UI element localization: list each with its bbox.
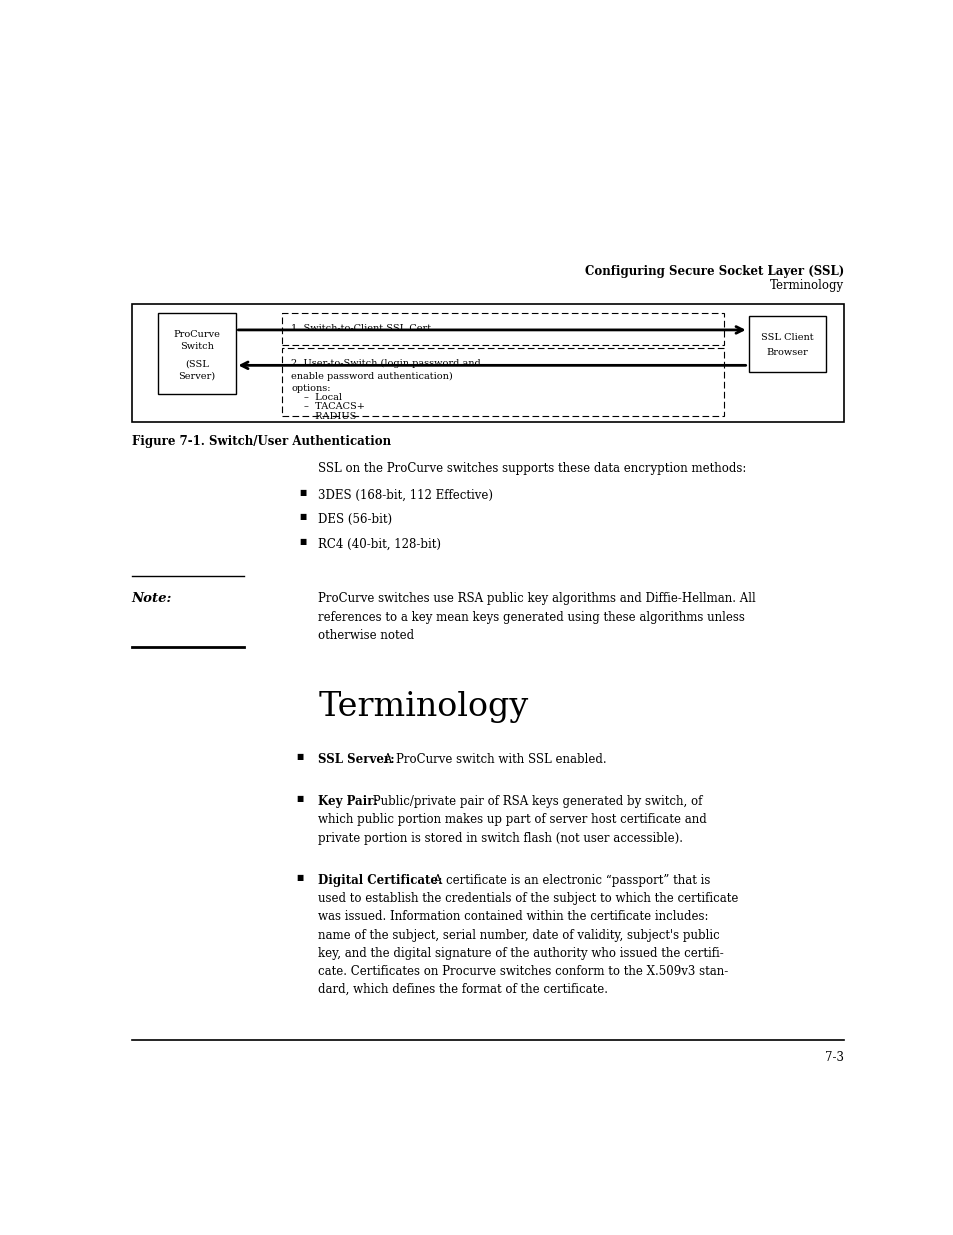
Text: SSL on the ProCurve switches supports these data encryption methods:: SSL on the ProCurve switches supports th… <box>318 462 746 475</box>
Text: private portion is stored in switch flash (not user accessible).: private portion is stored in switch flas… <box>318 831 682 845</box>
Text: ■: ■ <box>296 874 304 882</box>
Text: RC4 (40-bit, 128-bit): RC4 (40-bit, 128-bit) <box>318 537 441 551</box>
Text: (SSL: (SSL <box>185 359 209 368</box>
Text: references to a key mean keys generated using these algorithms unless: references to a key mean keys generated … <box>318 610 744 624</box>
Text: SSL Client: SSL Client <box>760 333 813 342</box>
Text: was issued. Information contained within the certificate includes:: was issued. Information contained within… <box>318 910 708 924</box>
Text: 7-3: 7-3 <box>824 1051 843 1063</box>
Bar <box>282 312 723 346</box>
Text: used to establish the credentials of the subject to which the certificate: used to establish the credentials of the… <box>318 893 738 905</box>
Text: enable password authentication): enable password authentication) <box>291 372 453 380</box>
Bar <box>132 304 843 421</box>
Text: 2. User-to-Switch (login password and: 2. User-to-Switch (login password and <box>291 359 480 368</box>
Text: ■: ■ <box>298 489 306 496</box>
Text: ProCurve: ProCurve <box>173 330 220 338</box>
Text: ■: ■ <box>298 537 306 546</box>
Bar <box>748 316 825 372</box>
Text: DES (56-bit): DES (56-bit) <box>318 514 392 526</box>
Text: otherwise noted: otherwise noted <box>318 629 415 642</box>
Text: cate. Certificates on Procurve switches conform to the X.509v3 stan-: cate. Certificates on Procurve switches … <box>318 965 728 978</box>
Text: Terminology: Terminology <box>318 692 528 722</box>
Text: Switch: Switch <box>179 342 213 351</box>
Text: Public/private pair of RSA keys generated by switch, of: Public/private pair of RSA keys generate… <box>368 795 701 809</box>
Bar <box>158 312 235 394</box>
Text: Server): Server) <box>178 372 215 380</box>
Text: ■: ■ <box>298 514 306 521</box>
Text: ■: ■ <box>296 752 304 761</box>
Text: Terminology: Terminology <box>769 279 843 293</box>
Text: Browser: Browser <box>765 348 807 357</box>
Text: Configuring Secure Socket Layer (SSL): Configuring Secure Socket Layer (SSL) <box>584 266 843 278</box>
Text: key, and the digital signature of the authority who issued the certifi-: key, and the digital signature of the au… <box>318 947 723 960</box>
Text: 1. Switch-to-Client SSL Cert.: 1. Switch-to-Client SSL Cert. <box>291 324 435 332</box>
Text: dard, which defines the format of the certificate.: dard, which defines the format of the ce… <box>318 983 608 995</box>
Text: SSL Server:: SSL Server: <box>318 752 395 766</box>
Bar <box>282 348 723 416</box>
Text: –  RADIUS: – RADIUS <box>303 411 355 421</box>
Text: A ProCurve switch with SSL enabled.: A ProCurve switch with SSL enabled. <box>379 752 606 766</box>
Text: A certificate is an electronic “passport” that is: A certificate is an electronic “passport… <box>430 874 710 887</box>
Text: –  Local: – Local <box>303 393 341 403</box>
Text: Figure 7-1. Switch/User Authentication: Figure 7-1. Switch/User Authentication <box>132 435 391 447</box>
Text: Note:: Note: <box>132 593 172 605</box>
Text: ■: ■ <box>296 795 304 804</box>
Text: options:: options: <box>291 384 331 393</box>
Text: name of the subject, serial number, date of validity, subject's public: name of the subject, serial number, date… <box>318 929 720 941</box>
Text: Key Pair:: Key Pair: <box>318 795 378 809</box>
Text: Digital Certificate:: Digital Certificate: <box>318 874 442 887</box>
Text: –  TACACS+: – TACACS+ <box>303 403 364 411</box>
Text: 3DES (168-bit, 112 Effective): 3DES (168-bit, 112 Effective) <box>318 489 493 501</box>
Text: which public portion makes up part of server host certificate and: which public portion makes up part of se… <box>318 814 706 826</box>
Text: ProCurve switches use RSA public key algorithms and Diffie-Hellman. All: ProCurve switches use RSA public key alg… <box>318 593 756 605</box>
